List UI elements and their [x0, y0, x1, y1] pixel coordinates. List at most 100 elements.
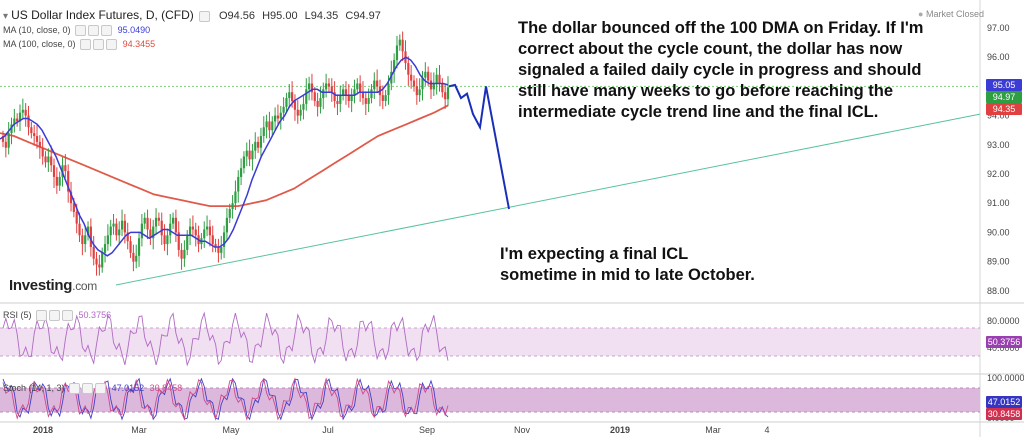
candle-body [293, 101, 297, 110]
candle-body [367, 98, 370, 104]
candle-body [137, 238, 141, 256]
forecast-annotation: I'm expecting a final ICL sometime in mi… [500, 244, 755, 286]
ma10-settings-icon[interactable] [75, 25, 87, 37]
ma100-settings-icon[interactable] [80, 39, 92, 51]
stoch-legend: Stoch (14, 1, 3) 47.0152 30.8458 [3, 383, 182, 395]
main-annotation-line: The dollar bounced off the 100 DMA on Fr… [518, 19, 924, 37]
candle-body [75, 211, 78, 224]
candle-body [359, 83, 362, 93]
market-status-text: Market Closed [925, 9, 984, 19]
price-tick-label: 93.00 [987, 140, 1010, 150]
candle-body [344, 89, 348, 96]
stoch-remove-icon[interactable] [95, 383, 107, 395]
x-tick-label: 2018 [33, 425, 53, 435]
candle-body [35, 136, 39, 142]
candle-body [427, 71, 430, 81]
candle-body [89, 226, 92, 247]
candle-body [259, 136, 263, 148]
ma10-label: MA (10, close, 0) [3, 25, 71, 35]
candle-body [336, 101, 339, 104]
ma100-value: 94.3455 [122, 39, 156, 49]
candle-body [160, 220, 163, 236]
candle-body [373, 80, 376, 90]
rsi-value-badge: 50.3756 [986, 336, 1022, 348]
candle-body [214, 244, 217, 247]
candle-body [27, 115, 30, 128]
candle-body [95, 258, 98, 265]
candle-body [412, 80, 416, 87]
rsi-hide-icon[interactable] [49, 310, 61, 322]
candle-body [47, 156, 50, 163]
stoch-k-badge: 47.0152 [986, 396, 1022, 408]
rsi-settings-icon[interactable] [36, 310, 48, 322]
main-annotation-line: signaled a failed daily cycle in progres… [518, 61, 922, 79]
logo-text: Investing [9, 277, 73, 294]
candle-body [33, 133, 36, 137]
candle-body [38, 141, 41, 148]
price-tick-label: 96.00 [987, 52, 1010, 62]
candle-body [322, 89, 325, 99]
candle-body [103, 244, 107, 253]
ma100-hide-icon[interactable] [93, 39, 105, 51]
candle-body [208, 226, 212, 236]
candle-body [118, 229, 121, 236]
candle-body [268, 121, 271, 131]
candle-body [415, 86, 418, 96]
ma100-legend: MA (100, close, 0) 94.3455 [3, 39, 156, 51]
ma10-price-badge: 95.05 [986, 79, 1022, 91]
stoch-d-badge: 30.8458 [986, 408, 1022, 420]
candle-body [98, 264, 101, 268]
candle-body [225, 217, 229, 233]
ma100-layer [0, 104, 449, 208]
candle-body [101, 252, 104, 268]
rsi-band [0, 328, 980, 356]
candle-body [302, 103, 305, 110]
open-label: O [218, 10, 228, 22]
candle-body [384, 95, 387, 101]
stoch-settings-icon[interactable] [69, 383, 81, 395]
candle-body [370, 89, 373, 99]
candle-body [41, 147, 44, 157]
candle-body [166, 235, 169, 245]
candle-body [211, 235, 214, 245]
candle-body [441, 83, 444, 93]
candle-body [310, 83, 314, 93]
candle-body [435, 74, 438, 84]
candle-body [86, 226, 90, 236]
candle-body [285, 98, 288, 107]
ma10-hide-icon[interactable] [88, 25, 100, 37]
candle-body [157, 217, 160, 221]
price-tick-label: 92.00 [987, 169, 1010, 179]
main-annotation-line: still have many weeks to go before reach… [518, 82, 894, 100]
visibility-toggle-icon[interactable] [198, 10, 210, 22]
collapse-icon[interactable]: ▾ [3, 11, 9, 22]
candle-body [146, 217, 149, 230]
price-tick-label: 97.00 [987, 23, 1010, 33]
candle-body [149, 229, 152, 239]
low-label: L [304, 10, 311, 22]
ma10-legend: MA (10, close, 0) 95.0490 [3, 25, 151, 37]
intermediate-trend-line [115, 113, 981, 286]
price-tick-label: 88.00 [987, 286, 1010, 296]
candle-body [299, 109, 302, 116]
candle-body [291, 92, 294, 101]
candle-body [446, 87, 450, 100]
ma10-layer [0, 56, 449, 257]
stoch-k-value: 47.0152 [111, 383, 145, 393]
rsi-remove-icon[interactable] [62, 310, 74, 322]
candle-body [319, 98, 322, 107]
x-tick-label: Nov [514, 425, 531, 435]
trend-layer [115, 113, 981, 286]
candle-body [72, 203, 75, 212]
rsi-label: RSI (5) [3, 310, 32, 320]
ma100-remove-icon[interactable] [106, 39, 118, 51]
price-tick-label: 90.00 [987, 227, 1010, 237]
ma10-value: 95.0490 [117, 25, 151, 35]
high-value: 95.00 [270, 10, 298, 22]
candles-layer [1, 31, 450, 276]
stoch-hide-icon[interactable] [82, 383, 94, 395]
chart-header: ▾ US Dollar Index Futures, D, (CFD) O94.… [3, 8, 381, 22]
candle-body [78, 223, 81, 236]
ma10-remove-icon[interactable] [101, 25, 113, 37]
candle-body [129, 241, 132, 253]
